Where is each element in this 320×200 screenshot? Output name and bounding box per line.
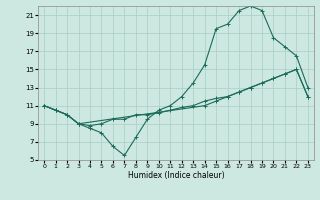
X-axis label: Humidex (Indice chaleur): Humidex (Indice chaleur) (128, 171, 224, 180)
